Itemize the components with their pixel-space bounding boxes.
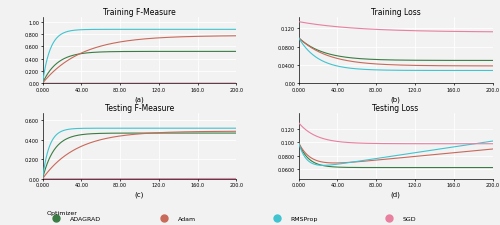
Text: RMSProp: RMSProp: [290, 216, 318, 221]
Title: Testing F-Measure: Testing F-Measure: [105, 104, 174, 112]
X-axis label: (a): (a): [134, 96, 144, 102]
Text: Optimizer: Optimizer: [47, 210, 78, 215]
X-axis label: (d): (d): [390, 191, 400, 197]
Text: Adam: Adam: [178, 216, 196, 221]
Title: Training F-Measure: Training F-Measure: [103, 8, 176, 17]
Text: ADAGRAD: ADAGRAD: [70, 216, 100, 221]
Text: SGD: SGD: [402, 216, 416, 221]
Title: Training Loss: Training Loss: [370, 8, 420, 17]
X-axis label: (b): (b): [390, 96, 400, 102]
Title: Testing Loss: Testing Loss: [372, 104, 418, 112]
X-axis label: (c): (c): [135, 191, 144, 197]
